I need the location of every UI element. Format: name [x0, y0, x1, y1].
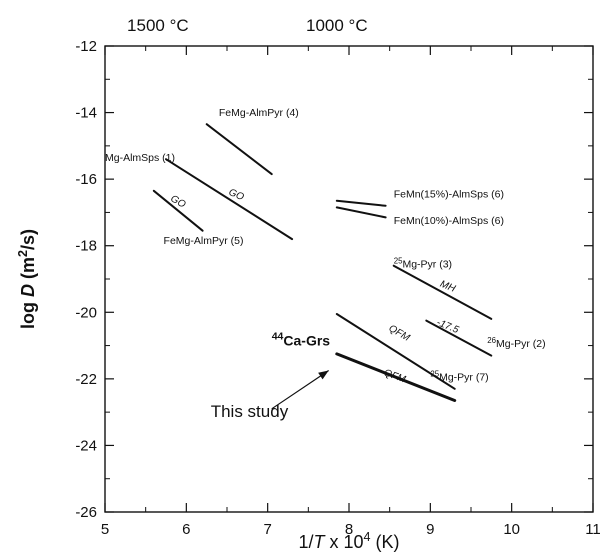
y-tick-label: -12 [75, 38, 97, 55]
x-tick-label: 5 [101, 521, 109, 538]
x-axis-title: 1/T x 104 (K) [298, 530, 399, 552]
series-label: 25Mg-Pyr (3) [394, 256, 452, 271]
this-study-arrow [271, 370, 330, 410]
series-line [335, 313, 456, 390]
y-tick-label: -24 [75, 437, 97, 454]
series-line [152, 189, 204, 232]
series-labels: FeMg-AlmPyr (4) Mg-AlmSps (1) FeMg-AlmPyr … [105, 107, 546, 384]
x-tick-label: 10 [503, 521, 520, 538]
line-annotation: GO [168, 193, 187, 210]
series-label: FeMn(10%)-AlmSps (6) [394, 215, 504, 227]
series-line [165, 158, 294, 241]
x-tick-label: 6 [182, 521, 190, 538]
line-annotation: -17.5 [435, 317, 461, 336]
x-axis-ticks: 5 6 7 8 9 10 11 [101, 46, 601, 538]
series-line [335, 206, 387, 219]
series-lines [152, 123, 493, 402]
y-tick-label: -22 [75, 371, 97, 388]
line-annotation: QFM [387, 323, 412, 344]
top-temperature-label: 1000 °C [306, 16, 368, 35]
line-annotation: QFM [382, 368, 407, 386]
series-label: 25Mg-Pyr (7) [430, 369, 488, 384]
series-label: FeMn(15%)-AlmSps (6) [394, 188, 504, 200]
y-tick-label: -14 [75, 105, 97, 122]
line-annotation: GO [227, 187, 246, 203]
study-series-label: 44Ca-Grs [272, 331, 331, 349]
y-tick-label: -20 [75, 304, 97, 321]
top-temperature-label: 1500 °C [127, 16, 189, 35]
top-temperature-labels: 1500 °C 1000 °C [127, 16, 368, 35]
series-label: Mg-AlmSps (1) [105, 152, 175, 164]
study-annotation: 44Ca-Grs This study [211, 331, 331, 422]
x-tick-label: 8 [345, 521, 353, 538]
x-tick-label: 7 [263, 521, 271, 538]
y-axis-title: log D (m2/s) [16, 229, 38, 329]
y-axis-ticks: -12 -14 -16 -18 -20 -22 -24 -26 [75, 38, 593, 521]
y-tick-label: -26 [75, 504, 97, 521]
series-line [205, 123, 273, 176]
x-tick-label: 9 [426, 521, 434, 538]
series-line [392, 264, 493, 320]
series-line [425, 319, 493, 357]
series-label: FeMg-AlmPyr (5) [164, 235, 244, 247]
y-tick-label: -16 [75, 171, 97, 188]
this-study-label: This study [211, 402, 289, 421]
series-label: 26Mg-Pyr (2) [487, 336, 545, 351]
this-study-arrowhead [318, 370, 329, 380]
series-line [335, 199, 387, 207]
series-line [335, 352, 457, 402]
y-tick-label: -18 [75, 238, 97, 255]
x-tick-label: 11 [585, 521, 601, 538]
plot-frame [104, 45, 594, 513]
series-label: FeMg-AlmPyr (4) [219, 107, 299, 119]
